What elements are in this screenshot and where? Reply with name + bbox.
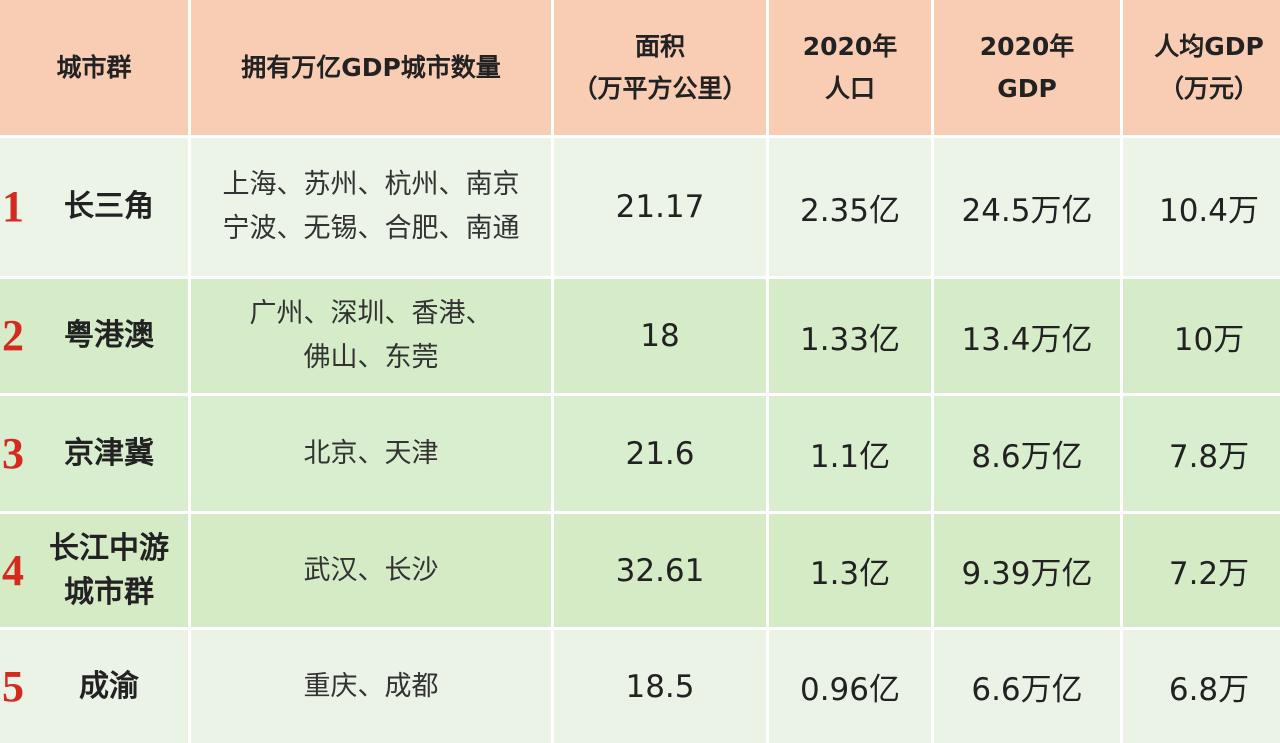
header-cell: 拥有万亿GDP城市数量 (191, 0, 551, 135)
cities: 广州、深圳、香港、 (249, 298, 493, 329)
header-text: （万元） (1158, 73, 1259, 103)
cities: 北京、天津 (303, 437, 439, 469)
per_capita: 7.8万 (1168, 439, 1250, 475)
area: 18.5 (625, 668, 695, 705)
area-cell: 32.61 (554, 514, 766, 627)
rank: 4 (2, 545, 24, 595)
per_capita-cell: 6.8万 (1123, 630, 1280, 743)
area-cell: 21.6 (554, 396, 766, 511)
header-cell: 人均GDP （万元） (1123, 0, 1280, 135)
cities: 佛山、东莞 (303, 342, 439, 373)
cities: 武汉、长沙 (303, 554, 439, 586)
population: 1.33亿 (799, 321, 901, 358)
cities-cell: 北京、天津 (191, 396, 551, 511)
population: 1.1亿 (809, 439, 891, 475)
population: 0.96亿 (799, 672, 901, 708)
rank: 2 (2, 311, 24, 360)
area: 18 (640, 318, 680, 354)
header-text: 人均GDP (1154, 31, 1264, 61)
header-cell: 2020年人口 (769, 0, 931, 135)
population-cell: 2.35亿 (769, 138, 931, 276)
cities-cell: 上海、苏州、杭州、南京 宁波、无锡、合肥、南通 (191, 138, 551, 276)
header-cell: 城市群 (0, 0, 188, 135)
header-text: 面积 (634, 31, 685, 61)
gdp: 6.6万亿 (971, 672, 1083, 708)
area: 21.6 (625, 435, 695, 472)
area-cell: 18.5 (554, 630, 766, 743)
per_capita: 6.8万 (1168, 672, 1250, 708)
group-name: 城市群 (64, 574, 154, 610)
area-cell: 21.17 (554, 138, 766, 276)
group-cell: 4 长江中游城市群 (0, 514, 188, 627)
rank: 5 (2, 661, 24, 711)
cities: 宁波、无锡、合肥、南通 (222, 213, 520, 244)
gdp-cell: 6.6万亿 (934, 630, 1120, 743)
per_capita: 7.2万 (1168, 556, 1250, 592)
gdp: 13.4万亿 (961, 321, 1093, 358)
per_capita-cell: 10.4万 (1123, 138, 1280, 276)
group-name: 粤港澳 (64, 318, 154, 353)
per_capita-cell: 10万 (1123, 279, 1280, 393)
header-text: （万平方公里） (572, 73, 748, 103)
header-text: 拥有万亿GDP城市数量 (241, 52, 501, 82)
cities-cell: 武汉、长沙 (191, 514, 551, 627)
area: 21.17 (615, 189, 705, 225)
per_capita: 10.4万 (1158, 192, 1260, 229)
rank: 1 (2, 182, 24, 231)
group-cell: 3 京津冀 (0, 396, 188, 511)
population-cell: 1.33亿 (769, 279, 931, 393)
per_capita: 10万 (1173, 321, 1245, 358)
cities-cell: 广州、深圳、香港、 佛山、东莞 (191, 279, 551, 393)
header-text: GDP (997, 73, 1057, 103)
population: 2.35亿 (799, 192, 901, 229)
group-cell: 1 长三角 (0, 138, 188, 276)
rank: 3 (2, 428, 24, 478)
header-text: 人口 (824, 73, 875, 103)
area-cell: 18 (554, 279, 766, 393)
header-text: 城市群 (56, 52, 132, 82)
cities: 上海、苏州、杭州、南京 (222, 169, 520, 200)
gdp-cell: 24.5万亿 (934, 138, 1120, 276)
cities: 重庆、成都 (303, 670, 439, 702)
per_capita-cell: 7.8万 (1123, 396, 1280, 511)
gdp-cell: 13.4万亿 (934, 279, 1120, 393)
group-cell: 5 成渝 (0, 630, 188, 743)
group-name: 长三角 (64, 189, 154, 224)
gdp-cell: 9.39万亿 (934, 514, 1120, 627)
header-cell: 面积 （万平方公里） (554, 0, 766, 135)
group-name: 成渝 (79, 668, 139, 704)
population-cell: 0.96亿 (769, 630, 931, 743)
per_capita-cell: 7.2万 (1123, 514, 1280, 627)
gdp: 8.6万亿 (971, 439, 1083, 475)
population: 1.3亿 (809, 556, 891, 592)
population-cell: 1.1亿 (769, 396, 931, 511)
group-name: 京津冀 (64, 435, 154, 471)
population-cell: 1.3亿 (769, 514, 931, 627)
group-cell: 2 粤港澳 (0, 279, 188, 393)
area: 32.61 (615, 552, 705, 589)
gdp: 24.5万亿 (961, 192, 1093, 229)
cities-cell: 重庆、成都 (191, 630, 551, 743)
group-name: 长江中游 (49, 530, 169, 566)
header-text: 2020年 (802, 31, 898, 61)
gdp: 9.39万亿 (961, 556, 1093, 592)
gdp-cell: 8.6万亿 (934, 396, 1120, 511)
header-text: 2020年 (979, 31, 1075, 61)
header-cell: 2020年 GDP (934, 0, 1120, 135)
